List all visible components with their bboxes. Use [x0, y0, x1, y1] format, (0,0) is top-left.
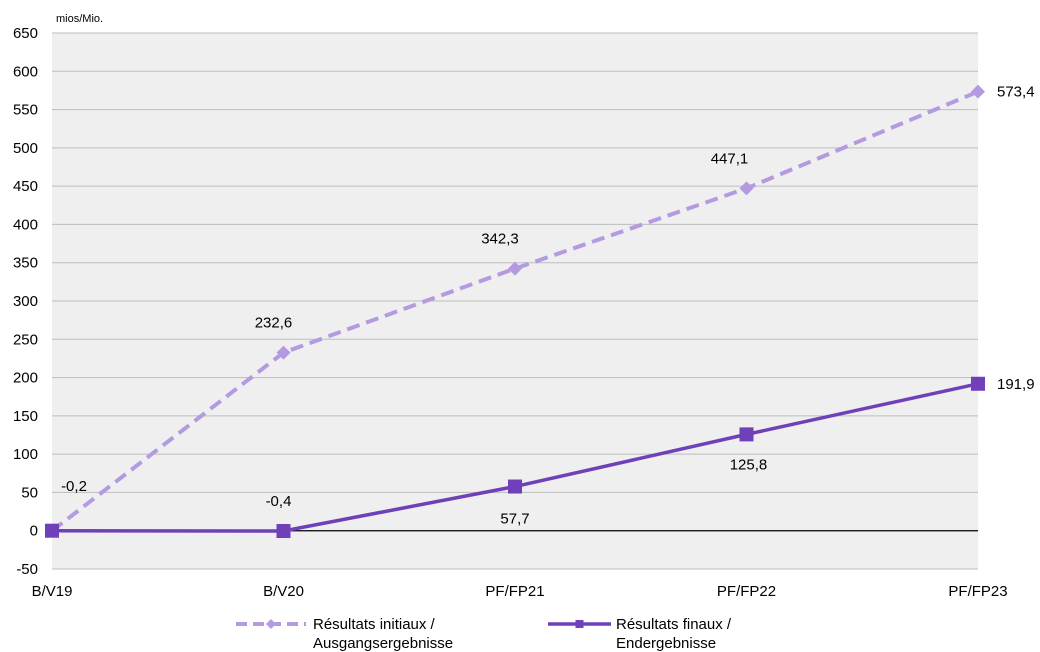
y-axis-ticks: -50 0 50 100 150 200 250 300 350 400 450 500 550 600 6… — [13, 25, 38, 578]
data-label-series-2: 125,8 — [730, 456, 768, 473]
x-tick-label: PF/FP22 — [717, 583, 776, 600]
data-label-series-1: 232,6 — [255, 315, 293, 332]
legend: Résultats initiaux /AusgangsergebnisseRé… — [236, 616, 732, 652]
gridlines — [52, 32, 978, 570]
series-layer — [45, 84, 985, 539]
x-tick-label: PF/FP23 — [948, 583, 1007, 600]
y-tick-label: 650 — [13, 25, 38, 42]
y-tick-label: 450 — [13, 178, 38, 195]
y-tick-label: 500 — [13, 140, 38, 157]
legend-entry-2: Résultats finaux / Endergebnisse — [548, 616, 732, 652]
y-tick-label: -50 — [16, 561, 38, 578]
x-tick-label: B/V19 — [32, 583, 73, 600]
legend-marker-diamond — [266, 619, 276, 629]
x-tick-label: B/V20 — [263, 583, 304, 600]
y-tick-label: 100 — [13, 446, 38, 463]
data-label-series-2: 191,9 — [997, 376, 1035, 393]
data-label-series-1: 447,1 — [711, 150, 749, 167]
y-tick-label: 350 — [13, 255, 38, 272]
y-tick-label: 200 — [13, 370, 38, 387]
legend-label-line: Ausgangsergebnisse — [313, 635, 453, 652]
y-tick-label: 50 — [21, 484, 38, 501]
y-tick-label: 550 — [13, 102, 38, 119]
series-2-point — [276, 524, 291, 539]
series-1-point — [971, 84, 985, 99]
series-1-point — [739, 181, 754, 196]
y-tick-label: 150 — [13, 408, 38, 425]
y-tick-label: 400 — [13, 216, 38, 233]
series-2-point — [508, 479, 522, 494]
data-label-series-1: 573,4 — [997, 84, 1035, 101]
x-tick-label: PF/FP21 — [485, 583, 544, 600]
data-label-series-2: 57,7 — [500, 511, 529, 528]
y-tick-label: 250 — [13, 331, 38, 348]
data-label-series-2: -0,4 — [266, 493, 292, 510]
legend-entry-1: Résultats initiaux / Ausgangsergebnisse — [236, 616, 453, 652]
y-tick-label: 0 — [30, 523, 38, 540]
series-1-point — [508, 261, 522, 276]
data-label-series-1: -0,2 — [61, 478, 87, 495]
series-2-point — [739, 427, 754, 442]
y-tick-label: 300 — [13, 293, 38, 310]
series-2-point — [971, 376, 985, 391]
data-labels: -0,2 232,6 342,3 447,1 573,4 -0,4 57,7 125,8 191… — [61, 84, 1034, 528]
x-axis-ticks: B/V19 B/V20 PF/FP21 PF/FP22 PF/FP23 — [32, 583, 1008, 600]
legend-marker-square — [575, 620, 584, 628]
y-tick-label: 600 — [13, 63, 38, 80]
legend-label-line: Endergebnisse — [616, 635, 716, 652]
series-line-1 — [50, 89, 979, 533]
series-1-point — [276, 345, 291, 360]
legend-label-line: Résultats initiaux / — [313, 616, 436, 633]
y-axis-unit-label: mios/Mio. — [56, 13, 103, 25]
series-2-point — [45, 523, 59, 538]
legend-label-line: Résultats finaux / — [616, 616, 732, 633]
data-label-series-1: 342,3 — [481, 231, 519, 248]
